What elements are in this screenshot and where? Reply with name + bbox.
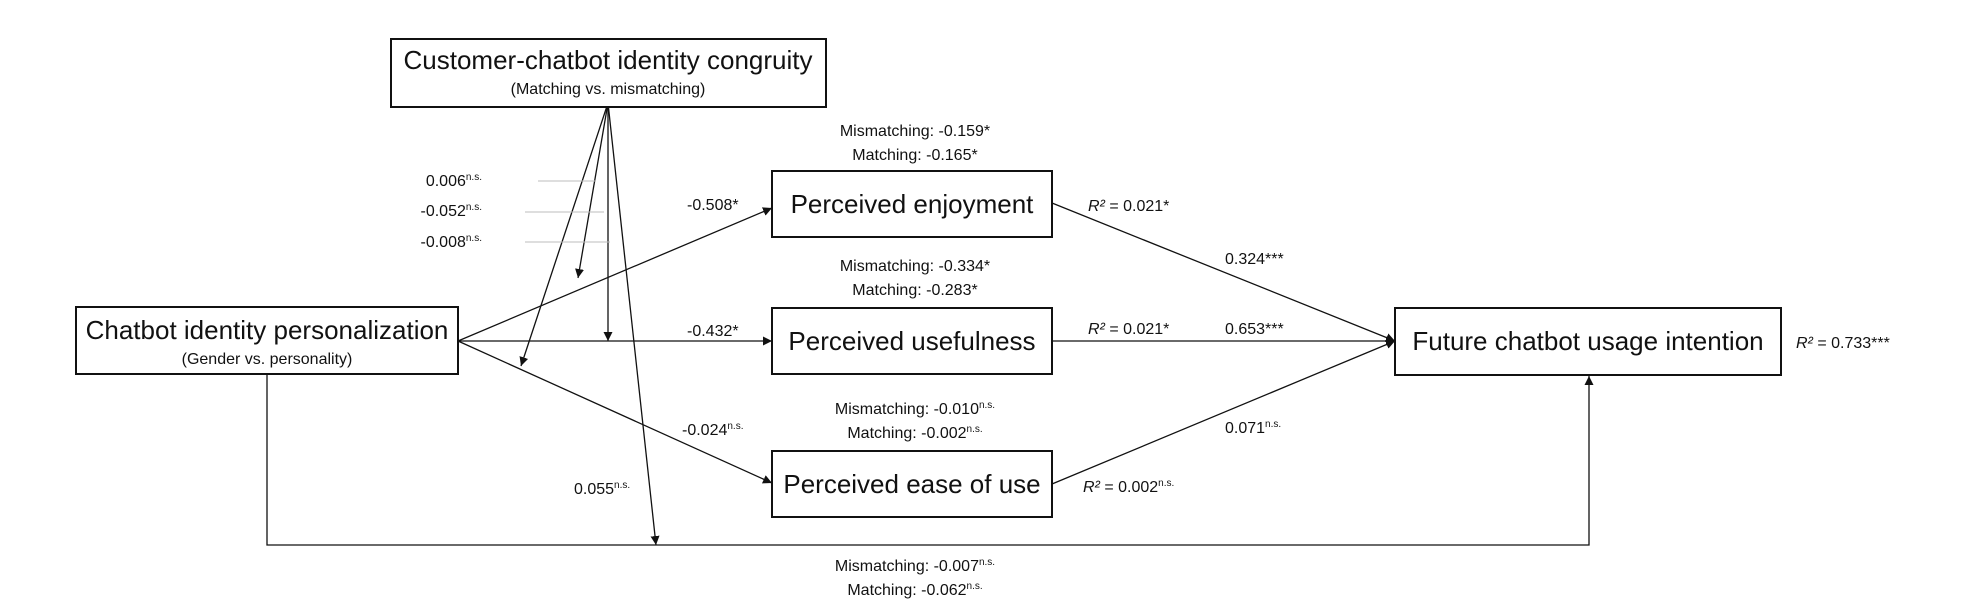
r-squared-usefulness: R² = 0.021* <box>1088 321 1169 338</box>
node-enjoyment: Perceived enjoyment <box>771 170 1053 238</box>
path-coef-ease-intention: 0.071n.s. <box>1225 419 1281 437</box>
conditional-ease-matching: Matching: -0.002n.s. <box>847 424 982 442</box>
personalization-subtitle: (Gender vs. personality) <box>182 351 353 368</box>
path-enjoyment-intention <box>1051 202 1396 342</box>
personalization-title: Chatbot identity personalization <box>86 315 449 345</box>
moderation-arrow-ease <box>519 102 609 367</box>
moderation-coef-ease: -0.008n.s. <box>421 233 483 251</box>
path-ease-intention <box>1051 340 1396 485</box>
intention-title: Future chatbot usage intention <box>1412 326 1763 356</box>
node-personalization: Chatbot identity personalization (Gender… <box>75 306 459 375</box>
moderation-coef-usefulness: -0.052n.s. <box>421 202 483 220</box>
node-intention: Future chatbot usage intention <box>1394 307 1782 376</box>
moderation-coef-direct: 0.055n.s. <box>574 480 630 498</box>
conditional-enjoyment-matching: Matching: -0.165* <box>852 147 977 164</box>
node-ease: Perceived ease of use <box>771 450 1053 518</box>
r-squared-enjoyment: R² = 0.021* <box>1088 198 1169 215</box>
enjoyment-title: Perceived enjoyment <box>791 189 1035 219</box>
path-personalization-intention-direct <box>266 374 1594 546</box>
moderation-arrow-direct <box>607 102 660 546</box>
moderation-coef-enjoyment: 0.006n.s. <box>426 172 482 190</box>
conditional-direct-matching: Matching: -0.062n.s. <box>847 581 982 599</box>
conditional-direct-mismatching: Mismatching: -0.007n.s. <box>835 557 995 575</box>
path-coef-usefulness-intention: 0.653*** <box>1225 321 1284 338</box>
path-coef-personalization-ease: -0.024n.s. <box>682 421 744 439</box>
path-coef-personalization-enjoyment: -0.508* <box>687 197 739 214</box>
path-personalization-enjoyment <box>457 207 773 342</box>
path-coef-enjoyment-intention: 0.324*** <box>1225 251 1284 268</box>
node-usefulness: Perceived usefulness <box>771 307 1053 375</box>
moderation-arrow-enjoyment <box>575 102 609 279</box>
r-squared-intention: R² = 0.733*** <box>1796 335 1890 352</box>
congruity-subtitle: (Matching vs. mismatching) <box>511 81 706 98</box>
conditional-enjoyment-mismatching: Mismatching: -0.159* <box>840 123 990 140</box>
path-personalization-ease <box>457 340 773 484</box>
conditional-usefulness-mismatching: Mismatching: -0.334* <box>840 258 990 275</box>
conditional-usefulness-matching: Matching: -0.283* <box>852 282 977 299</box>
node-congruity: Customer-chatbot identity congruity (Mat… <box>390 38 827 108</box>
congruity-title: Customer-chatbot identity congruity <box>404 45 813 75</box>
ease-title: Perceived ease of use <box>783 469 1040 499</box>
usefulness-title: Perceived usefulness <box>788 326 1035 356</box>
r-squared-ease: R² = 0.002n.s. <box>1083 478 1174 496</box>
path-coef-personalization-usefulness: -0.432* <box>687 323 739 340</box>
conditional-ease-mismatching: Mismatching: -0.010n.s. <box>835 400 995 418</box>
